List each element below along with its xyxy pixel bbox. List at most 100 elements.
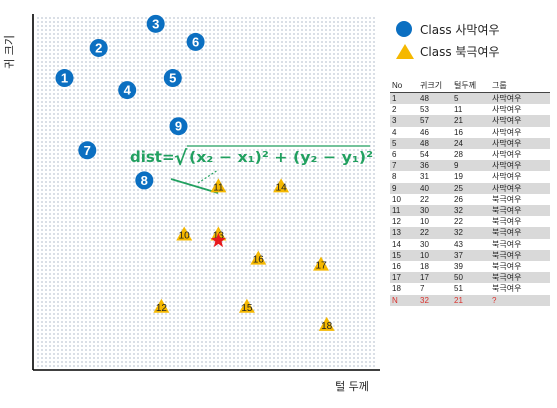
- table-cell: 21: [452, 115, 490, 127]
- table-cell: 40: [418, 182, 452, 194]
- table-row: 5 48 24 사막여우: [390, 137, 550, 150]
- sqrt-sign: √: [174, 146, 188, 170]
- point-2: [89, 38, 108, 57]
- table-row: 18 7 51 북극여우: [390, 283, 550, 295]
- table-cell: 17: [418, 272, 452, 284]
- table-row: 8 31 19 사막여우: [390, 171, 550, 183]
- distance-formula-lhs: dist=: [130, 148, 175, 166]
- table-cell: 7: [390, 160, 418, 172]
- table-cell: 57: [418, 115, 452, 127]
- table-cell: 사막여우: [490, 92, 550, 105]
- table-cell: 북극여우: [490, 261, 550, 273]
- table-cell: 10: [418, 249, 452, 262]
- table-cell: 53: [418, 104, 452, 116]
- table-cell: 사막여우: [490, 182, 550, 194]
- point-5: [163, 69, 182, 88]
- table-cell: 21: [452, 294, 490, 306]
- point-1: [55, 69, 74, 88]
- point-15: [238, 298, 255, 313]
- col-header-group: 그룹: [490, 78, 550, 93]
- table-cell: 22: [418, 193, 452, 206]
- table-cell: 48: [418, 137, 452, 150]
- col-header-ear: 귀크기: [418, 78, 452, 93]
- distance-line: [170, 178, 219, 194]
- point-label-14: 14: [276, 182, 288, 193]
- point-label-5: 5: [169, 71, 176, 86]
- table-row: 16 18 39 북극여우: [390, 261, 550, 273]
- table-cell: N: [390, 294, 418, 306]
- point-label-10: 10: [179, 231, 191, 242]
- table-cell: 북극여우: [490, 193, 550, 206]
- point-label-7: 7: [84, 143, 91, 158]
- table-cell: 16: [452, 126, 490, 138]
- point-7: [78, 141, 97, 160]
- table-cell: 37: [452, 249, 490, 262]
- table-cell: 54: [418, 149, 452, 161]
- table-cell: 46: [418, 126, 452, 138]
- table-row: 1 48 5 사막여우: [390, 92, 550, 105]
- table-cell: 22: [418, 227, 452, 239]
- table-cell: 북극여우: [490, 205, 550, 217]
- point-14: [273, 178, 290, 193]
- table-cell: 북극여우: [490, 249, 550, 262]
- table-cell: 11: [452, 104, 490, 116]
- table-row: 6 54 28 사막여우: [390, 149, 550, 161]
- table-cell: 12: [390, 216, 418, 228]
- table-cell: 9: [452, 160, 490, 172]
- table-cell: 50: [452, 272, 490, 284]
- point-label-11: 11: [213, 182, 224, 193]
- table-row: 11 30 32 북극여우: [390, 205, 550, 217]
- table-cell: 39: [452, 261, 490, 273]
- point-label-9: 9: [175, 119, 182, 134]
- point-3: [146, 14, 165, 33]
- table-cell: 4: [390, 126, 418, 138]
- point-label-17: 17: [315, 261, 327, 272]
- table-row: 10 22 26 북극여우: [390, 193, 550, 206]
- table-cell: 사막여우: [490, 160, 550, 172]
- table-cell: 1: [390, 92, 418, 105]
- table-row: 13 22 32 북극여우: [390, 227, 550, 239]
- table-cell: 26: [452, 193, 490, 206]
- table-cell: 북극여우: [490, 283, 550, 295]
- legend-item-desert-fox: Class 사막여우: [396, 18, 500, 40]
- point-8: [135, 171, 154, 190]
- table-cell: 22: [452, 216, 490, 228]
- table-cell: 사막여우: [490, 137, 550, 150]
- point-9: [169, 117, 188, 136]
- table-cell: 사막여우: [490, 104, 550, 116]
- table-row: N 32 21?: [390, 294, 550, 306]
- table-cell: 5: [390, 137, 418, 150]
- table-cell: ?: [490, 294, 550, 306]
- table-row: 9 40 25 사막여우: [390, 182, 550, 194]
- table-cell: 9: [390, 182, 418, 194]
- distance-formula-radicand: (x₂ − x₁)² + (y₂ − y₁)²: [189, 150, 373, 166]
- table-cell: 11: [390, 205, 418, 217]
- table-cell: 15: [390, 249, 418, 262]
- table-cell: 32: [452, 227, 490, 239]
- table-row: 12 10 22 북극여우: [390, 216, 550, 228]
- table-cell: 28: [452, 149, 490, 161]
- col-header-fur: 털두께: [452, 78, 490, 93]
- point-6: [186, 32, 205, 51]
- legend-label-arctic-fox: Class 북극여우: [420, 44, 500, 59]
- table-row: 7 36 9 사막여우: [390, 160, 550, 172]
- point-11: [210, 178, 227, 193]
- point-18: [318, 316, 335, 331]
- table-cell: 사막여우: [490, 171, 550, 183]
- col-header-no: No: [390, 78, 418, 93]
- point-17: [313, 256, 329, 271]
- point-4: [118, 81, 137, 100]
- legend-label-desert-fox: Class 사막여우: [420, 22, 500, 37]
- table-cell: 2: [390, 104, 418, 116]
- table-cell: 7: [418, 283, 452, 295]
- table-row: 15 10 37 북극여우: [390, 249, 550, 262]
- table-cell: 32: [418, 294, 452, 306]
- table-cell: 8: [390, 171, 418, 183]
- table-cell: 3: [390, 115, 418, 127]
- table-cell: 18: [390, 283, 418, 295]
- table-row: 3 57 21 사막여우: [390, 115, 550, 127]
- legend-item-arctic-fox: Class 북극여우: [396, 40, 500, 62]
- table-cell: 32: [452, 205, 490, 217]
- table-row: 17 17 50 북극여우: [390, 272, 550, 284]
